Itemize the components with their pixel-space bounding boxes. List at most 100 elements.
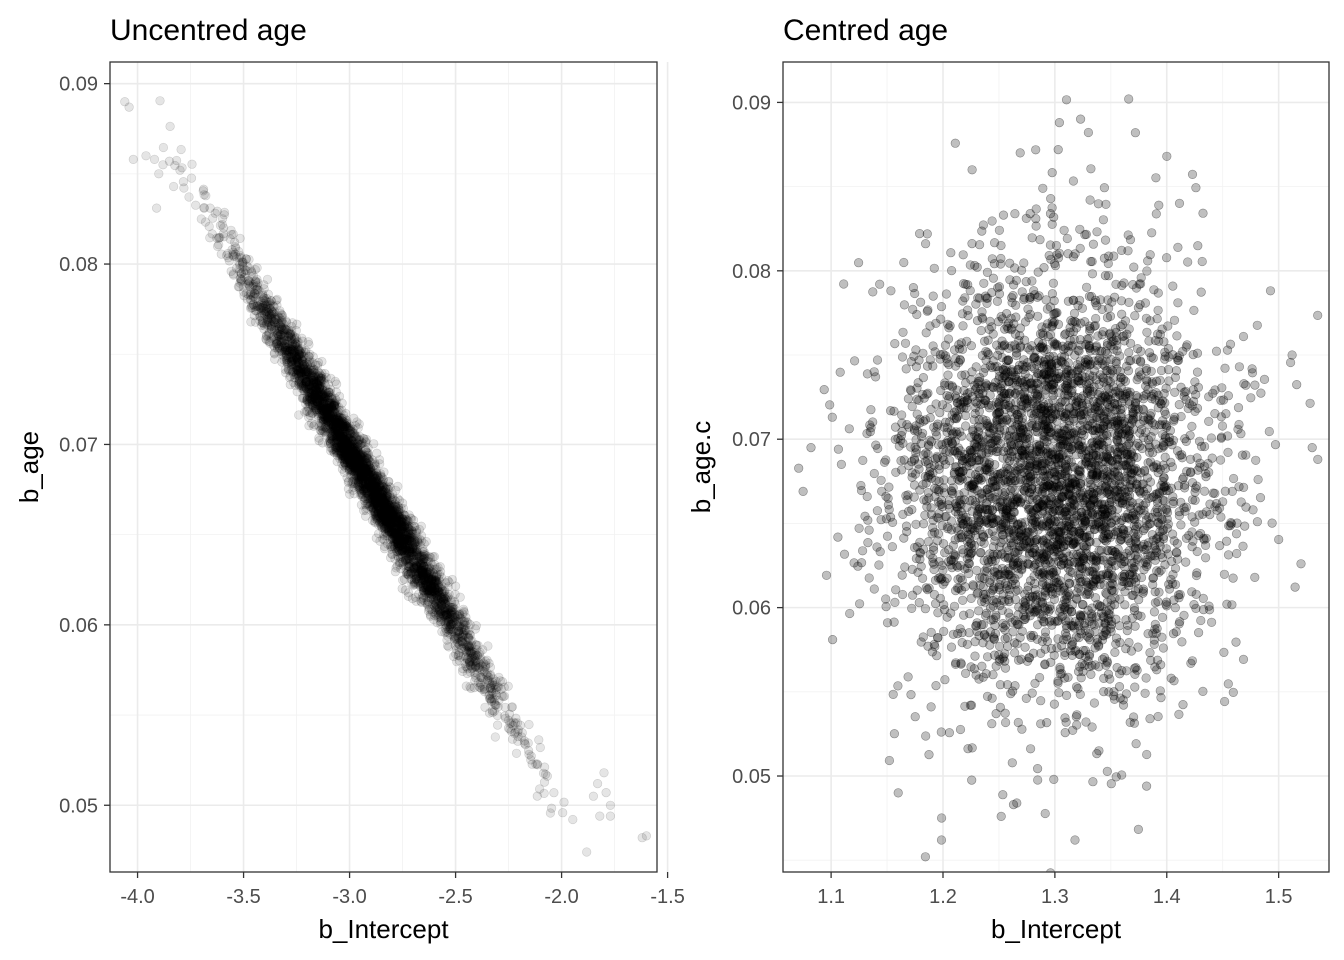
data-point [447,613,458,623]
data-point [500,702,510,713]
data-point [380,485,391,495]
data-point [141,151,151,161]
data-point [485,662,496,672]
data-point [526,755,536,765]
data-point [406,563,416,573]
data-point [488,677,498,688]
data-point [356,467,366,477]
data-point [430,575,440,585]
data-point [158,142,168,153]
data-point [342,440,352,450]
data-point [246,291,256,301]
data-point [417,558,427,568]
data-point [348,466,358,476]
data-point [250,289,260,299]
data-point [282,352,292,362]
data-point [393,551,403,561]
data-point [400,510,410,521]
data-point [385,517,395,528]
data-point [304,412,314,423]
data-point [332,402,342,412]
data-point [208,213,218,223]
data-point [259,280,269,290]
data-point [283,365,293,375]
data-point [377,486,387,496]
data-point [411,573,422,584]
data-point [416,531,427,541]
data-point [1290,582,1300,592]
data-point [239,287,249,297]
data-point [349,413,359,423]
data-point [337,419,347,430]
data-point [284,338,294,349]
data-point [382,493,392,503]
data-point [450,633,460,644]
data-point [390,554,400,564]
data-point [511,748,522,758]
data-point [910,288,920,299]
data-point [154,169,164,179]
data-point [286,333,296,343]
y-tick-label: 0.05 [59,795,98,817]
data-point [400,545,410,555]
data-point [477,684,487,694]
data-point [513,727,523,737]
data-point [411,540,421,550]
data-point [262,274,273,285]
data-point [317,400,327,410]
data-point [497,691,507,701]
data-point [404,523,414,533]
data-point [264,308,274,318]
data-point [169,181,179,192]
data-point [307,418,317,428]
data-point [347,465,357,475]
data-point [472,658,482,668]
data-point [404,555,414,565]
data-point [430,582,440,593]
data-point [179,183,189,193]
data-point [343,446,353,456]
data-point [184,192,194,202]
data-point [361,445,371,455]
data-point [1032,763,1043,774]
data-point [539,788,549,799]
data-point [507,702,517,712]
data-point [411,550,422,560]
data-point [345,489,355,499]
data-point [1313,310,1323,321]
data-point [356,464,366,474]
data-point [480,662,490,672]
data-point [308,400,318,411]
data-point [409,546,419,557]
data-point [467,648,477,659]
data-point [936,835,947,845]
data-point [524,749,534,759]
data-point [343,424,353,434]
data-point [383,499,393,509]
data-point [493,720,503,730]
data-point [336,449,346,459]
data-point [463,653,473,663]
data-point [235,251,245,261]
data-point [414,569,424,579]
data-point [416,551,426,561]
data-point [314,436,324,446]
data-point [568,814,578,825]
x-tick-label: -1.5 [650,886,684,908]
data-point [454,621,464,631]
data-point [418,568,428,578]
data-point [426,583,437,593]
data-point [1102,313,1113,323]
data-point [941,289,952,299]
data-point [356,488,366,498]
data-point [349,443,359,453]
data-point [1238,541,1248,551]
data-point [355,481,365,491]
data-point [431,600,441,610]
data-point [423,596,433,606]
data-point [368,480,378,490]
data-point [357,453,367,463]
data-point [418,585,429,595]
data-point [311,385,321,395]
data-point [404,588,414,598]
